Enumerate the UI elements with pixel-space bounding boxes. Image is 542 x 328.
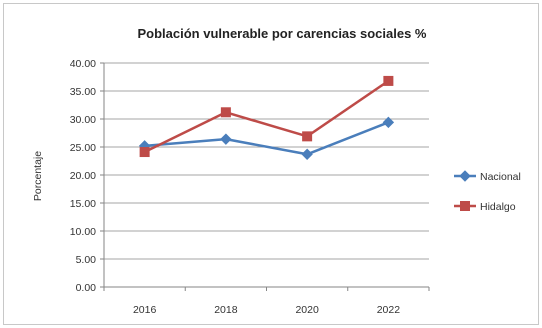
y-tick-label: 30.00 — [70, 114, 96, 126]
y-tick-label: 10.00 — [70, 226, 96, 238]
legend-label-nacional: Nacional — [480, 171, 521, 183]
x-tick-label: 2018 — [214, 304, 238, 316]
legend-item-nacional: Nacional — [454, 170, 521, 183]
y-tick-label: 0.00 — [76, 282, 97, 294]
legend-label-hidalgo: Hidalgo — [480, 201, 516, 213]
x-tick-label: 2016 — [133, 304, 157, 316]
y-tick-label: 35.00 — [70, 86, 96, 98]
data-point-hidalgo — [383, 75, 394, 86]
line-chart: Población vulnerable por carencias socia… — [32, 26, 521, 316]
legend-marker-hidalgo — [460, 201, 470, 211]
gridlines — [104, 62, 429, 260]
series-line-nacional — [144, 121, 389, 156]
legend-item-hidalgo: Hidalgo — [454, 201, 516, 213]
series-line-hidalgo — [144, 79, 390, 154]
data-point-nacional — [382, 116, 395, 129]
data-point-hidalgo — [220, 107, 231, 118]
data-point-nacional — [301, 148, 313, 160]
data-point-nacional — [220, 133, 232, 145]
series-hidalgo — [139, 75, 394, 158]
axes: 0.00 5.00 10.00 15.00 20.00 25.00 30.00 35.00 40… — [70, 58, 430, 316]
y-axis-label: Porcentaje — [32, 151, 44, 201]
chart-area: Población vulnerable por carencias socia… — [3, 3, 539, 325]
data-point-hidalgo — [139, 147, 150, 158]
chart-title: Población vulnerable por carencias socia… — [137, 26, 426, 41]
y-tick-label: 5.00 — [76, 254, 97, 266]
y-tick-label: 25.00 — [70, 142, 96, 154]
x-tick-label: 2022 — [377, 304, 401, 316]
data-point-hidalgo — [302, 131, 313, 142]
legend: Nacional Hidalgo — [454, 170, 521, 213]
y-tick-label: 20.00 — [70, 170, 96, 182]
series-group — [138, 75, 395, 160]
y-tick-label: 15.00 — [70, 198, 96, 210]
y-tick-label: 40.00 — [70, 58, 96, 70]
legend-marker-nacional — [459, 170, 471, 182]
x-tick-label: 2020 — [295, 304, 319, 316]
